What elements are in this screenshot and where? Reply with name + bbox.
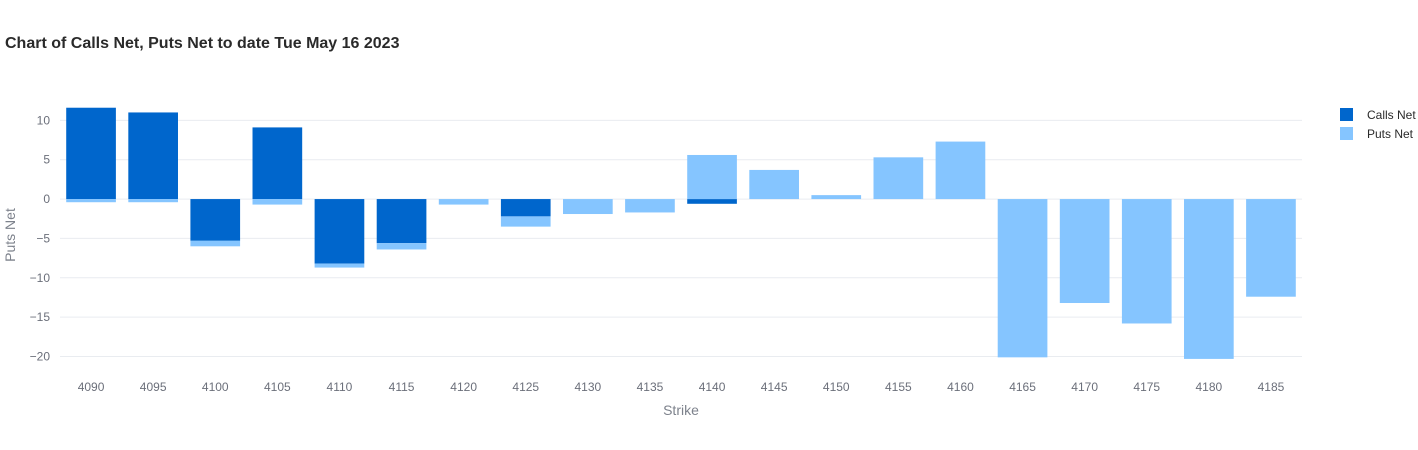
x-tick-label: 4165 <box>1009 380 1036 394</box>
x-tick-label: 4100 <box>202 380 229 394</box>
bar-puts-net-4095[interactable] <box>128 199 178 203</box>
x-tick-label: 4140 <box>699 380 726 394</box>
y-tick-label: 5 <box>43 153 50 167</box>
bar-puts-net-4115[interactable] <box>376 243 427 250</box>
bar-puts-net-4090[interactable] <box>66 199 116 203</box>
y-tick-label: −15 <box>30 310 51 324</box>
x-tick-label: 4090 <box>78 380 105 394</box>
bar-calls-net-4140[interactable] <box>687 199 737 204</box>
x-tick-label: 4110 <box>327 380 353 394</box>
x-axis-title: Strike <box>663 402 699 418</box>
bar-puts-net-4105[interactable] <box>252 199 303 205</box>
y-tick-label: 0 <box>43 192 50 206</box>
x-tick-label: 4180 <box>1195 380 1222 394</box>
y-axis-title: Puts Net <box>2 208 18 262</box>
x-tick-label: 4145 <box>761 380 788 394</box>
bar-calls-net-4115[interactable] <box>376 199 427 244</box>
y-tick-label: 10 <box>37 113 51 127</box>
y-axis-ticks: 10 5 0 −5 −10 −15 −20 <box>30 113 51 363</box>
bar-puts-net-4155[interactable] <box>873 157 924 200</box>
legend-swatch-calls-net[interactable] <box>1340 108 1353 121</box>
bar-puts-net-4130[interactable] <box>563 199 613 215</box>
x-tick-label: 4120 <box>450 380 477 394</box>
bar-puts-net-4145[interactable] <box>749 169 799 200</box>
legend-label-calls-net[interactable]: Calls Net <box>1367 108 1416 122</box>
bar-puts-net-4110[interactable] <box>314 263 365 268</box>
y-tick-label: −20 <box>30 350 51 364</box>
y-tick-label: −10 <box>30 271 51 285</box>
x-tick-label: 4130 <box>574 380 601 394</box>
bar-puts-net-4185[interactable] <box>1246 199 1296 297</box>
bar-calls-net-4095[interactable] <box>128 112 178 200</box>
x-tick-label: 4150 <box>823 380 850 394</box>
x-tick-label: 4185 <box>1258 380 1285 394</box>
bar-calls-net-4100[interactable] <box>190 199 241 241</box>
bar-puts-net-4170[interactable] <box>1059 199 1110 304</box>
bar-calls-net-4125[interactable] <box>500 199 551 217</box>
x-axis-ticks: 4090 4095 4100 4105 4110 4115 4120 4125 4130 4135… <box>78 380 1285 394</box>
bar-calls-net-4105[interactable] <box>252 127 303 200</box>
bar-puts-net-4175[interactable] <box>1121 199 1172 324</box>
bar-calls-net-4110[interactable] <box>314 199 365 264</box>
bar-puts-net-4165[interactable] <box>997 199 1048 358</box>
x-tick-label: 4160 <box>947 380 974 394</box>
bar-puts-net-4125[interactable] <box>500 216 551 227</box>
gridlines <box>60 119 1302 358</box>
x-tick-label: 4135 <box>637 380 664 394</box>
bar-calls-net-4090[interactable] <box>66 107 116 200</box>
bar-puts-net-4120[interactable] <box>438 199 489 205</box>
x-tick-label: 4175 <box>1133 380 1160 394</box>
bar-puts-net-4150[interactable] <box>811 195 862 200</box>
x-tick-label: 4095 <box>140 380 167 394</box>
y-tick-label: −5 <box>36 231 50 245</box>
bar-puts-net-4180[interactable] <box>1184 199 1234 359</box>
legend-swatch-puts-net[interactable] <box>1340 127 1353 140</box>
bar-puts-net-4160[interactable] <box>935 141 986 200</box>
bars <box>66 107 1296 359</box>
chart-title: Chart of Calls Net, Puts Net to date Tue… <box>5 35 400 52</box>
bar-puts-net-4140[interactable] <box>687 154 737 200</box>
x-tick-label: 4155 <box>885 380 912 394</box>
legend-label-puts-net[interactable]: Puts Net <box>1367 127 1414 141</box>
x-tick-label: 4105 <box>264 380 291 394</box>
legend[interactable]: Calls Net Puts Net <box>1340 108 1416 141</box>
x-tick-label: 4170 <box>1071 380 1098 394</box>
x-tick-label: 4115 <box>389 380 415 394</box>
bar-puts-net-4100[interactable] <box>190 240 241 247</box>
bar-puts-net-4135[interactable] <box>625 199 675 213</box>
x-tick-label: 4125 <box>512 380 539 394</box>
